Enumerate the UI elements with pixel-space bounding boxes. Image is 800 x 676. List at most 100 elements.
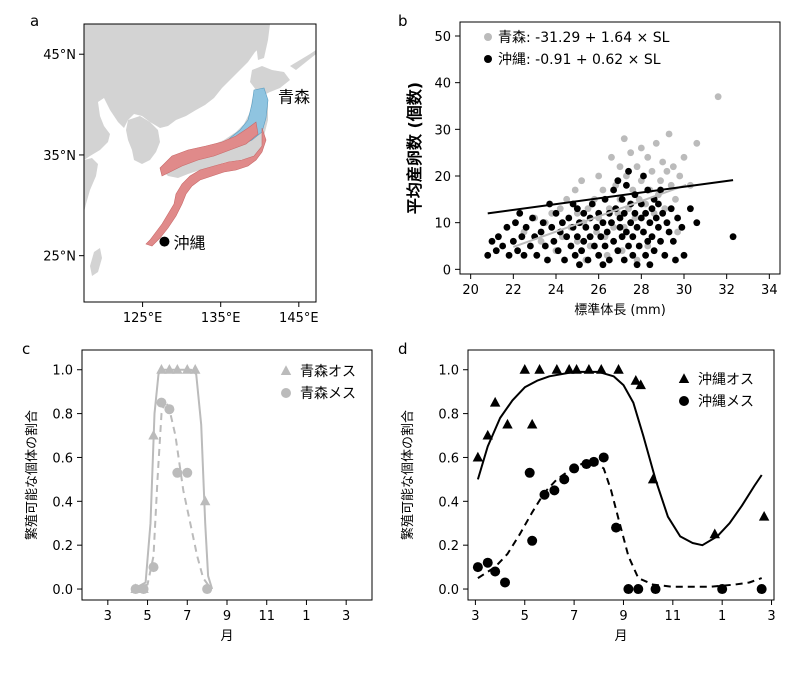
plot-frame <box>467 349 775 601</box>
y-tick-label: 0.0 <box>438 583 459 598</box>
data-point <box>630 375 642 385</box>
data-point <box>714 93 722 101</box>
series-male <box>130 364 211 594</box>
legend: 青森: -31.29 + 1.64 × SL 沖縄: -0.91 + 0.62 ×… <box>484 30 670 68</box>
data-point <box>571 364 582 374</box>
data-point <box>591 242 598 250</box>
data-point <box>489 396 501 407</box>
data-point <box>576 261 583 269</box>
data-point <box>580 237 588 245</box>
data-point <box>614 177 622 185</box>
data-point <box>472 562 483 573</box>
data-point <box>640 228 647 236</box>
data-point <box>164 404 175 415</box>
data-point <box>646 219 654 227</box>
map-y-tick-label: 25°N <box>43 250 76 265</box>
data-point <box>512 219 519 227</box>
legend-label: 青森メス <box>300 386 356 402</box>
x-tick-label: 3 <box>342 609 350 624</box>
data-point <box>644 237 652 245</box>
data-point <box>667 205 675 213</box>
data-point <box>550 237 558 245</box>
data-point <box>623 181 630 189</box>
data-point <box>164 364 175 374</box>
y-tick-label: 0.6 <box>52 451 73 466</box>
x-tick-label: 9 <box>619 609 627 624</box>
data-point <box>642 251 649 259</box>
x-tick-label: 34 <box>761 283 778 298</box>
data-point <box>561 256 568 264</box>
data-point <box>652 214 660 222</box>
data-point <box>640 172 647 180</box>
y-tick-label: 0.4 <box>52 495 73 510</box>
data-point <box>652 139 660 147</box>
series-aomori <box>509 93 722 264</box>
data-point <box>472 451 484 462</box>
legend-label: 青森: -31.29 + 1.64 × SL <box>498 30 670 46</box>
data-point <box>172 467 183 478</box>
data-point <box>629 251 637 259</box>
data-point <box>605 205 613 213</box>
data-point <box>620 135 628 143</box>
y-tick-label: 0.8 <box>438 408 459 423</box>
data-point <box>492 247 500 255</box>
korea <box>126 116 160 164</box>
data-point <box>599 186 607 194</box>
data-point <box>596 364 607 374</box>
data-point <box>514 247 521 255</box>
data-point <box>503 223 511 231</box>
data-point <box>635 379 646 390</box>
regression-line <box>487 179 734 215</box>
data-point <box>672 195 679 203</box>
data-point <box>616 163 624 171</box>
data-point <box>597 233 605 241</box>
data-point <box>539 219 547 227</box>
data-point <box>582 223 590 231</box>
data-point <box>605 256 613 264</box>
fit-curve <box>477 460 763 588</box>
data-point <box>595 172 603 180</box>
x-tick-label: 24 <box>548 283 565 298</box>
data-point <box>595 251 603 259</box>
data-point <box>657 177 664 185</box>
data-point <box>573 233 581 241</box>
data-point <box>614 247 622 255</box>
data-point <box>586 233 594 241</box>
data-point <box>593 223 600 231</box>
data-point <box>601 242 609 250</box>
japan-west <box>159 121 259 177</box>
y-tick-label: 1.0 <box>438 364 459 379</box>
legend-marker <box>281 388 291 398</box>
panel-label-d: d <box>398 340 408 358</box>
data-point <box>534 364 545 374</box>
data-point <box>672 256 679 264</box>
data-point <box>674 214 681 222</box>
data-point <box>633 223 641 231</box>
data-point <box>717 584 728 595</box>
data-point <box>631 209 639 217</box>
data-point <box>571 251 579 259</box>
data-point <box>488 237 496 245</box>
data-point <box>667 181 675 189</box>
data-point <box>648 205 656 213</box>
data-point <box>537 237 545 245</box>
data-point <box>655 200 662 208</box>
data-point <box>627 149 635 157</box>
x-tick-label: 9 <box>223 609 231 624</box>
x-tick-label: 3 <box>104 609 112 624</box>
location-label: 沖縄 <box>173 234 205 253</box>
x-axis-label: 月 <box>220 629 233 644</box>
data-point <box>625 242 632 250</box>
data-point <box>655 223 662 231</box>
data-point <box>182 364 193 374</box>
data-point <box>548 223 556 231</box>
data-point <box>527 242 534 250</box>
data-point <box>156 364 167 374</box>
y-tick-label: 30 <box>434 123 451 138</box>
fit-curve <box>133 368 214 590</box>
data-point <box>625 167 632 175</box>
data-point <box>629 233 637 241</box>
map-x-tick-label: 135°E <box>201 311 241 326</box>
map-y-tick-label: 45°N <box>43 48 76 63</box>
